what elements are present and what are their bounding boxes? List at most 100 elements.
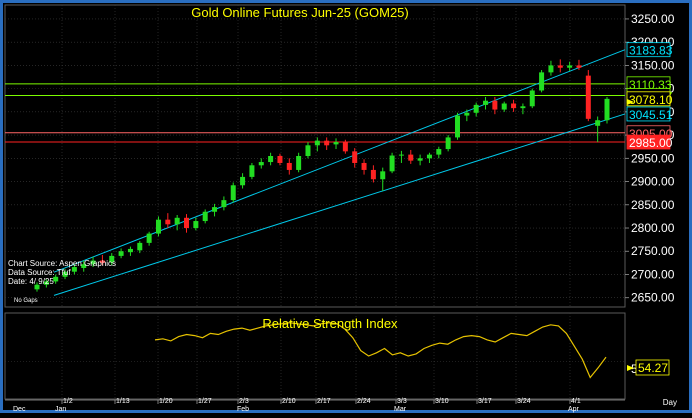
candle-body: [296, 156, 302, 170]
rsi-grid: [5, 313, 625, 399]
price-axis: 2650.00 2700.00 2750.00 2800.00 2850.00 2900.…: [625, 12, 675, 305]
date-tick-label: 2/24: [357, 398, 371, 405]
candle-body: [268, 156, 274, 163]
candle-body: [398, 154, 404, 156]
candle-body: [511, 103, 517, 109]
month-label: Jan: [55, 406, 66, 413]
candle-body: [62, 271, 68, 277]
chart-title: Gold Online Futures Jun-25 (GOM25): [191, 5, 408, 20]
price-tick-label: 2800.00: [631, 221, 675, 235]
price-tick-label: 3250.00: [631, 12, 675, 26]
candle-body: [492, 100, 498, 110]
month-label: Apr: [568, 406, 580, 413]
candle-body: [604, 98, 610, 121]
date-tick-label: 3/3: [397, 398, 407, 405]
candle-body: [127, 248, 133, 253]
price-tick-label: 2750.00: [631, 244, 675, 258]
price-plot-frame: [4, 4, 626, 308]
candle-body: [258, 162, 264, 166]
candle-body: [53, 276, 59, 282]
candle-body: [539, 72, 545, 91]
price-level-label: 2985.00: [629, 136, 673, 150]
date-tick-label: 1/20: [159, 398, 173, 405]
price-level-label: 3045.51: [629, 108, 673, 122]
candle-body: [454, 115, 460, 138]
date-tick-label: 4/1: [571, 398, 581, 405]
candle-body: [324, 140, 330, 146]
date-axis: 1/2 1/13 1/20 1/27 2/3 2/10 2/17 2/24 3/3 3/10 3/1…: [5, 398, 625, 413]
price-level-labels: 3183.833110.333085.173078.103045.513005.…: [626, 42, 673, 150]
candle-body: [249, 165, 255, 177]
price-panel: 2650.00 2700.00 2750.00 2800.00 2850.00 2900.…: [4, 4, 675, 308]
rsi-arrow-icon: [627, 365, 634, 371]
price-level-box: [626, 134, 671, 150]
candle-body: [548, 65, 554, 73]
candle-body: [165, 219, 171, 225]
candle-body: [585, 75, 591, 119]
candle-body: [436, 149, 442, 155]
candle-body: [361, 162, 367, 170]
month-label: Dec: [13, 406, 26, 413]
candle-body: [146, 233, 152, 243]
date-tick-label: 1/13: [116, 398, 130, 405]
candle-body: [305, 145, 311, 156]
x-axis-label: Day: [663, 398, 677, 407]
source-line-2: Data Source: Tfuf: [8, 268, 71, 277]
source-info: Chart Source: Aspen Graphics Data Source…: [8, 259, 116, 304]
candle-body: [184, 217, 190, 229]
source-line-1: Chart Source: Aspen Graphics: [8, 259, 116, 268]
price-level-label: 3078.10: [629, 93, 673, 107]
date-tick-label: 3/10: [435, 398, 449, 405]
candle-body: [34, 284, 40, 290]
rsi-last-box: [635, 359, 670, 376]
source-line-3: Date: 4/ 9/25: [8, 277, 54, 286]
candle-body: [109, 255, 115, 263]
rsi-last-value: 54.27: [638, 361, 668, 375]
price-tick-label: 2650.00: [631, 291, 675, 305]
candle-body: [576, 65, 582, 68]
date-tick-label: 2/3: [239, 398, 249, 405]
rsi-title: Relative Strength Index: [262, 316, 398, 331]
candle-body: [445, 137, 451, 150]
month-label: Feb: [237, 406, 249, 413]
last-price-arrow: [627, 99, 634, 105]
candle-body: [426, 154, 432, 159]
candle-body: [277, 156, 283, 163]
date-tick-label: 1/2: [63, 398, 73, 405]
candle-body: [352, 151, 358, 163]
candle-body: [473, 104, 479, 113]
candle-body: [464, 112, 470, 116]
candle-body: [90, 260, 96, 265]
price-level-box: [626, 91, 671, 107]
date-tick-label: 2/10: [282, 398, 296, 405]
candle-body: [118, 251, 124, 256]
candle-body: [221, 200, 227, 208]
candle-body: [408, 154, 414, 161]
candle-body: [137, 242, 143, 251]
price-tick-label: 3150.00: [631, 58, 675, 72]
candle-body: [314, 140, 320, 146]
candlesticks: [34, 59, 610, 292]
candle-body: [380, 171, 386, 180]
candle-body: [286, 162, 292, 170]
candle-body: [370, 169, 376, 180]
candle-body: [174, 217, 180, 225]
candle-body: [43, 281, 49, 285]
candle-body: [501, 103, 507, 110]
candle-body: [529, 90, 535, 107]
rsi-plot-frame: [4, 312, 626, 400]
candle-body: [212, 207, 218, 212]
date-tick-label: 3/17: [478, 398, 492, 405]
candle-body: [557, 65, 563, 68]
candle-body: [389, 155, 395, 172]
candle-body: [417, 158, 423, 161]
candle-body: [595, 120, 601, 126]
candle-body: [520, 106, 526, 109]
price-level-lines: [5, 83, 625, 143]
candle-body: [81, 264, 87, 268]
candle-body: [342, 142, 348, 152]
last-price-arrow-icon: [627, 99, 634, 105]
